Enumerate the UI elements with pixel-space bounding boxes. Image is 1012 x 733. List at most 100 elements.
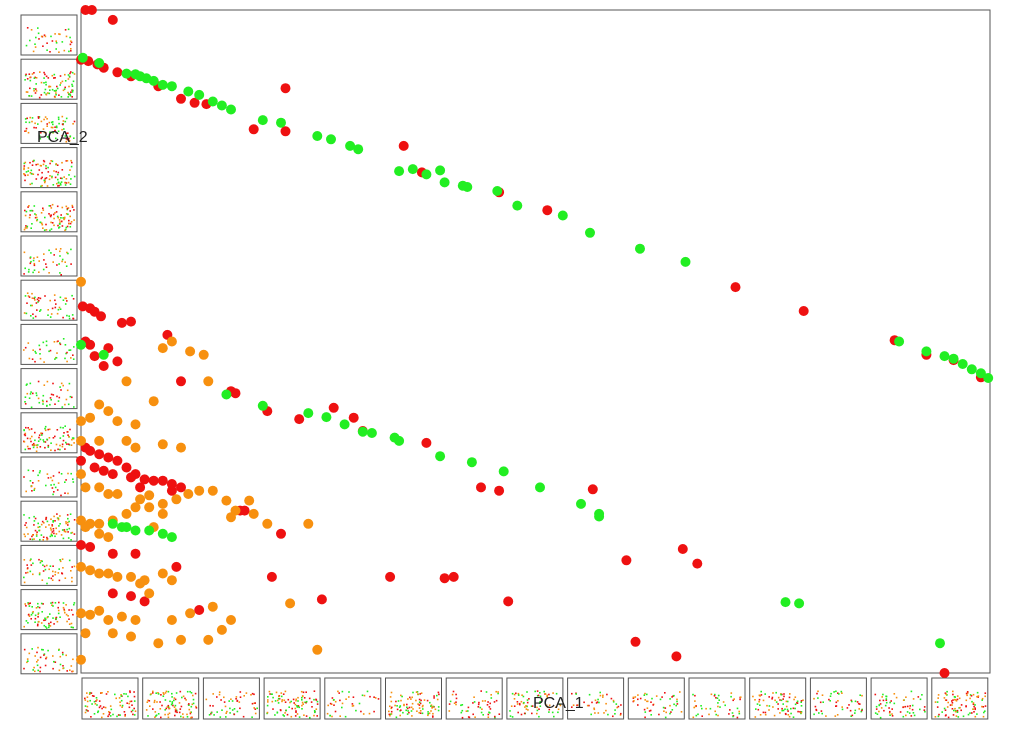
orange-point	[157, 343, 168, 354]
green-point	[594, 511, 605, 522]
red-point	[89, 351, 100, 362]
y-axis-label: PCA_2	[37, 129, 88, 146]
orange-point	[130, 502, 141, 513]
red-point	[692, 558, 703, 569]
bottom-thumbnail	[202, 677, 260, 720]
green-point	[207, 96, 218, 107]
red-point	[276, 528, 286, 539]
x-axis-label: PCA_1	[533, 695, 584, 712]
orange-point	[130, 615, 141, 625]
red-point	[103, 452, 114, 463]
green-point	[183, 86, 194, 97]
red-point	[135, 482, 146, 493]
orange-point	[244, 495, 255, 506]
orange-point	[226, 615, 236, 625]
green-point	[226, 104, 236, 115]
bottom-thumbnail	[445, 677, 503, 720]
green-point	[94, 58, 105, 68]
red-point	[494, 485, 505, 496]
green-point	[780, 597, 791, 608]
red-point	[280, 126, 291, 137]
red-point	[85, 339, 96, 350]
green-point	[144, 525, 155, 536]
red-point	[677, 544, 688, 554]
green-point	[983, 373, 994, 383]
green-point	[535, 482, 545, 493]
red-point	[139, 474, 150, 485]
side-thumbnail	[20, 58, 78, 100]
side-thumbnail	[20, 456, 78, 498]
bottom-thumbnail	[627, 677, 685, 720]
orange-point	[130, 442, 141, 453]
side-thumbnail	[20, 279, 78, 321]
red-point	[630, 636, 641, 647]
orange-point	[103, 532, 114, 543]
red-point	[121, 462, 132, 473]
red-point	[587, 484, 598, 495]
green-point	[935, 638, 945, 649]
orange-point	[203, 376, 214, 387]
green-point	[312, 131, 323, 141]
orange-point	[94, 435, 105, 446]
red-point	[116, 317, 127, 328]
green-point	[948, 353, 959, 364]
bottom-thumbnail	[142, 677, 200, 720]
green-point	[585, 227, 595, 238]
orange-point	[303, 518, 314, 529]
green-point	[353, 144, 364, 155]
orange-point	[194, 485, 205, 496]
bottom-thumbnail	[263, 677, 321, 720]
orange-point	[166, 575, 177, 586]
red-point	[126, 316, 136, 327]
green-point	[462, 182, 473, 192]
red-point	[98, 361, 109, 371]
green-point	[435, 451, 446, 462]
green-point	[466, 457, 477, 468]
green-point	[107, 518, 118, 529]
orange-point	[76, 469, 86, 480]
red-point	[157, 475, 168, 486]
green-point	[257, 400, 268, 411]
orange-point	[94, 568, 105, 579]
orange-point	[176, 442, 186, 453]
orange-point	[248, 508, 259, 519]
green-point	[357, 426, 368, 437]
green-point	[439, 177, 450, 188]
green-point	[166, 532, 177, 543]
orange-point	[166, 615, 177, 625]
orange-point	[76, 654, 86, 665]
orange-point	[94, 482, 105, 493]
green-point	[326, 134, 336, 145]
green-point	[216, 100, 227, 111]
bottom-thumbnail	[324, 677, 382, 720]
red-point	[112, 455, 123, 466]
bottom-thumbnail	[870, 677, 928, 720]
red-point	[176, 482, 186, 493]
green-point	[894, 336, 905, 347]
orange-point	[285, 598, 296, 609]
red-point	[86, 5, 97, 15]
red-point	[89, 462, 100, 473]
green-point	[121, 68, 132, 79]
orange-point	[312, 644, 323, 655]
orange-point	[157, 498, 168, 509]
bottom-thumbnail	[749, 677, 807, 720]
red-point	[176, 93, 186, 104]
orange-point	[126, 631, 136, 642]
side-thumbnail	[20, 235, 78, 277]
green-point	[939, 351, 950, 362]
green-point	[394, 435, 405, 446]
green-point	[166, 81, 177, 92]
orange-point	[103, 489, 114, 499]
side-thumbnail	[20, 191, 78, 233]
green-point	[794, 598, 805, 609]
red-point	[798, 306, 809, 316]
side-thumbnail	[20, 589, 78, 631]
orange-point	[185, 608, 196, 619]
orange-point	[135, 494, 146, 505]
bottom-thumbnail	[506, 677, 564, 720]
orange-point	[130, 419, 141, 430]
orange-point	[121, 508, 132, 519]
orange-point	[94, 518, 105, 529]
red-point	[126, 472, 136, 483]
